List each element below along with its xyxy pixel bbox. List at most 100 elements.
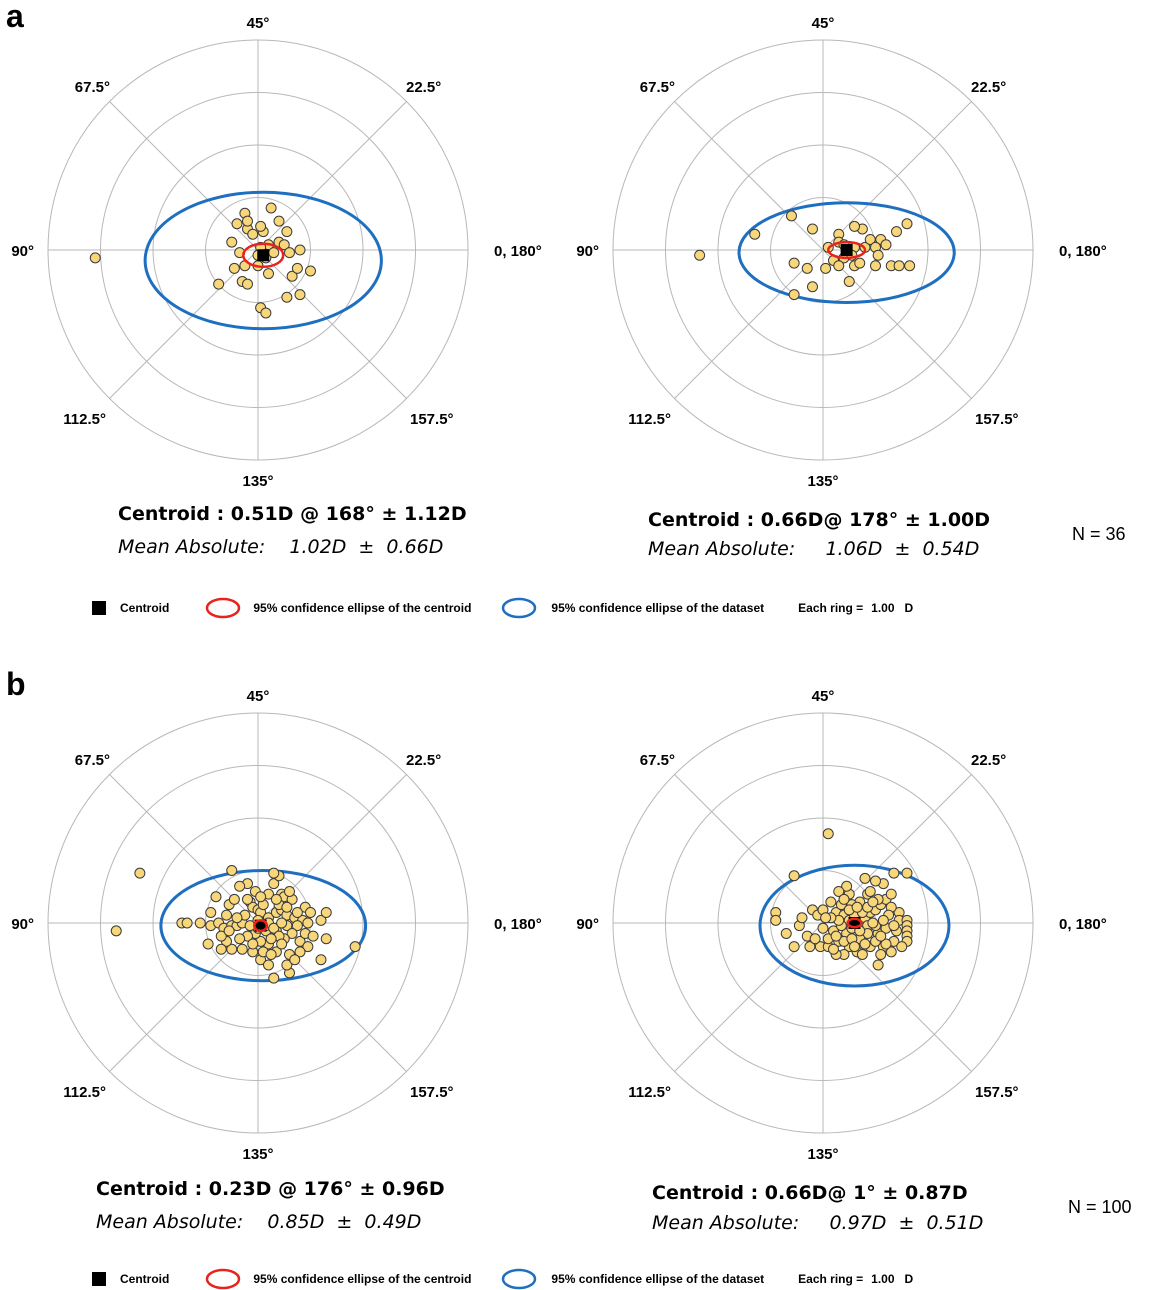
data-point — [265, 933, 277, 945]
angle-label: 22.5° — [406, 752, 441, 769]
data-point — [320, 907, 332, 918]
data-point — [807, 281, 818, 293]
data-point — [202, 938, 214, 950]
sample-size-b: N = 100 — [1068, 1197, 1132, 1217]
data-point — [859, 872, 871, 884]
data-point — [872, 959, 884, 971]
mean-absolute-a-right: Mean Absolute: 1.06D ± 0.54D — [648, 538, 979, 560]
data-point — [880, 938, 892, 950]
data-point — [281, 901, 293, 913]
angle-label: 45° — [247, 688, 270, 705]
data-point — [749, 228, 761, 240]
panel-letter-a: a — [6, 0, 24, 34]
data-point — [231, 218, 243, 230]
data-point — [268, 972, 280, 984]
data-point — [788, 257, 800, 269]
blue-ellipse-icon — [502, 597, 537, 619]
angle-label: 112.5° — [628, 411, 671, 428]
data-point — [276, 938, 288, 950]
angle-label: 112.5° — [63, 411, 106, 428]
centroid-marker — [840, 244, 853, 256]
data-point — [770, 914, 782, 926]
angle-label: 67.5° — [75, 79, 110, 96]
data-point — [263, 959, 274, 971]
angle-label: 135° — [242, 473, 273, 490]
data-point — [294, 289, 306, 301]
data-point — [278, 239, 290, 251]
angle-label: 90° — [576, 243, 599, 260]
data-point — [856, 949, 868, 960]
data-point — [305, 265, 316, 277]
centroid-marker — [254, 919, 267, 932]
mean-absolute-b-left: Mean Absolute: 0.85D ± 0.49D — [96, 1211, 421, 1233]
mean-absolute-label: Mean Absolute: — [96, 1211, 244, 1233]
data-point — [830, 930, 842, 942]
data-point — [242, 893, 253, 905]
data-point — [885, 946, 897, 958]
data-point — [786, 210, 797, 222]
data-point — [859, 938, 871, 950]
angle-label: 90° — [11, 243, 34, 260]
angle-label: 0, 180° — [494, 916, 542, 933]
data-point — [205, 907, 217, 918]
angle-label: 112.5° — [63, 1084, 106, 1101]
centroid-ellipse — [253, 919, 269, 933]
data-point — [228, 893, 240, 905]
mean-absolute-label: Mean Absolute: — [118, 536, 266, 558]
data-point — [302, 917, 314, 929]
data-point — [286, 928, 298, 939]
data-point — [849, 941, 860, 953]
data-point — [843, 276, 855, 287]
data-point — [221, 909, 232, 921]
angle-label: 22.5° — [971, 752, 1006, 769]
data-point — [281, 959, 293, 971]
data-point — [807, 223, 818, 235]
data-point — [833, 260, 845, 272]
centroid-marker — [257, 249, 270, 262]
legend-b: Centroid 95% confidence ellipse of the c… — [92, 1268, 913, 1290]
mean-absolute-value: 1.06D ± 0.54D — [825, 538, 980, 560]
data-point — [284, 247, 295, 259]
dataset-ellipse — [758, 863, 951, 988]
angle-label: 135° — [242, 1146, 273, 1163]
legend-ring-scale: Each ring = 1.00 D — [798, 601, 914, 615]
data-point — [194, 917, 206, 929]
angle-label: 45° — [247, 15, 270, 32]
data-point — [875, 949, 887, 960]
data-point — [796, 912, 808, 924]
data-point — [809, 933, 821, 945]
legend-ring-scale: Each ring = 1.00 D — [798, 1272, 914, 1286]
mean-absolute-value: 0.97D ± 0.51D — [829, 1212, 984, 1234]
data-point — [268, 922, 280, 934]
data-point — [291, 262, 303, 274]
legend-a: Centroid 95% confidence ellipse of the c… — [92, 597, 913, 619]
legend-dataset-ellipse: 95% confidence ellipse of the dataset — [501, 1268, 764, 1290]
data-point — [320, 933, 332, 945]
angle-label: 0, 180° — [494, 243, 542, 260]
data-point — [851, 901, 863, 913]
data-point — [788, 289, 800, 301]
angle-label: 90° — [576, 916, 599, 933]
dataset-ellipse — [737, 201, 956, 304]
angle-label: 157.5° — [410, 411, 454, 428]
data-point — [849, 220, 860, 232]
data-point — [263, 268, 274, 280]
data-point — [231, 912, 243, 924]
centroid-square-icon — [92, 1272, 106, 1286]
mean-absolute-label: Mean Absolute: — [652, 1212, 800, 1234]
data-point — [223, 925, 235, 937]
data-point — [877, 914, 889, 926]
data-point — [828, 943, 839, 955]
polar-grid — [612, 39, 1034, 461]
data-point — [281, 291, 293, 303]
data-point — [349, 941, 361, 953]
data-point — [276, 917, 288, 929]
mean-absolute-value: 0.85D ± 0.49D — [267, 1211, 422, 1233]
angle-label: 22.5° — [971, 79, 1006, 96]
angle-label: 22.5° — [406, 79, 441, 96]
centroid-stat-b-right: Centroid : 0.66D@ 1° ± 0.87D — [652, 1182, 968, 1204]
data-point — [870, 260, 881, 272]
legend-centroid-ellipse: 95% confidence ellipse of the centroid — [205, 1268, 471, 1290]
centroid-stat-a-left: Centroid : 0.51D @ 168° ± 1.12D — [118, 503, 467, 525]
centroid-ellipse — [846, 917, 863, 929]
